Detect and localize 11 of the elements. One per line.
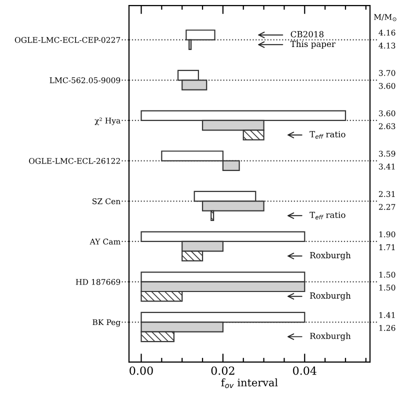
- annotation: Roxburgh: [310, 252, 351, 260]
- x-tick-label: 0.02: [211, 366, 234, 375]
- annotation: This paper: [290, 40, 336, 49]
- annotation: Roxburgh: [310, 292, 351, 300]
- x-tick-label: 0.04: [293, 366, 316, 375]
- x-tick-label: 0.00: [130, 366, 153, 375]
- annotation: CB2018: [290, 31, 324, 38]
- annotation: T$_{eff}$ ratio: [310, 131, 346, 139]
- annotation: T$_{eff}$ ratio: [310, 212, 346, 220]
- annotation: Roxburgh: [310, 332, 351, 341]
- x-axis-title: f$_{ov}$ interval: [221, 378, 278, 388]
